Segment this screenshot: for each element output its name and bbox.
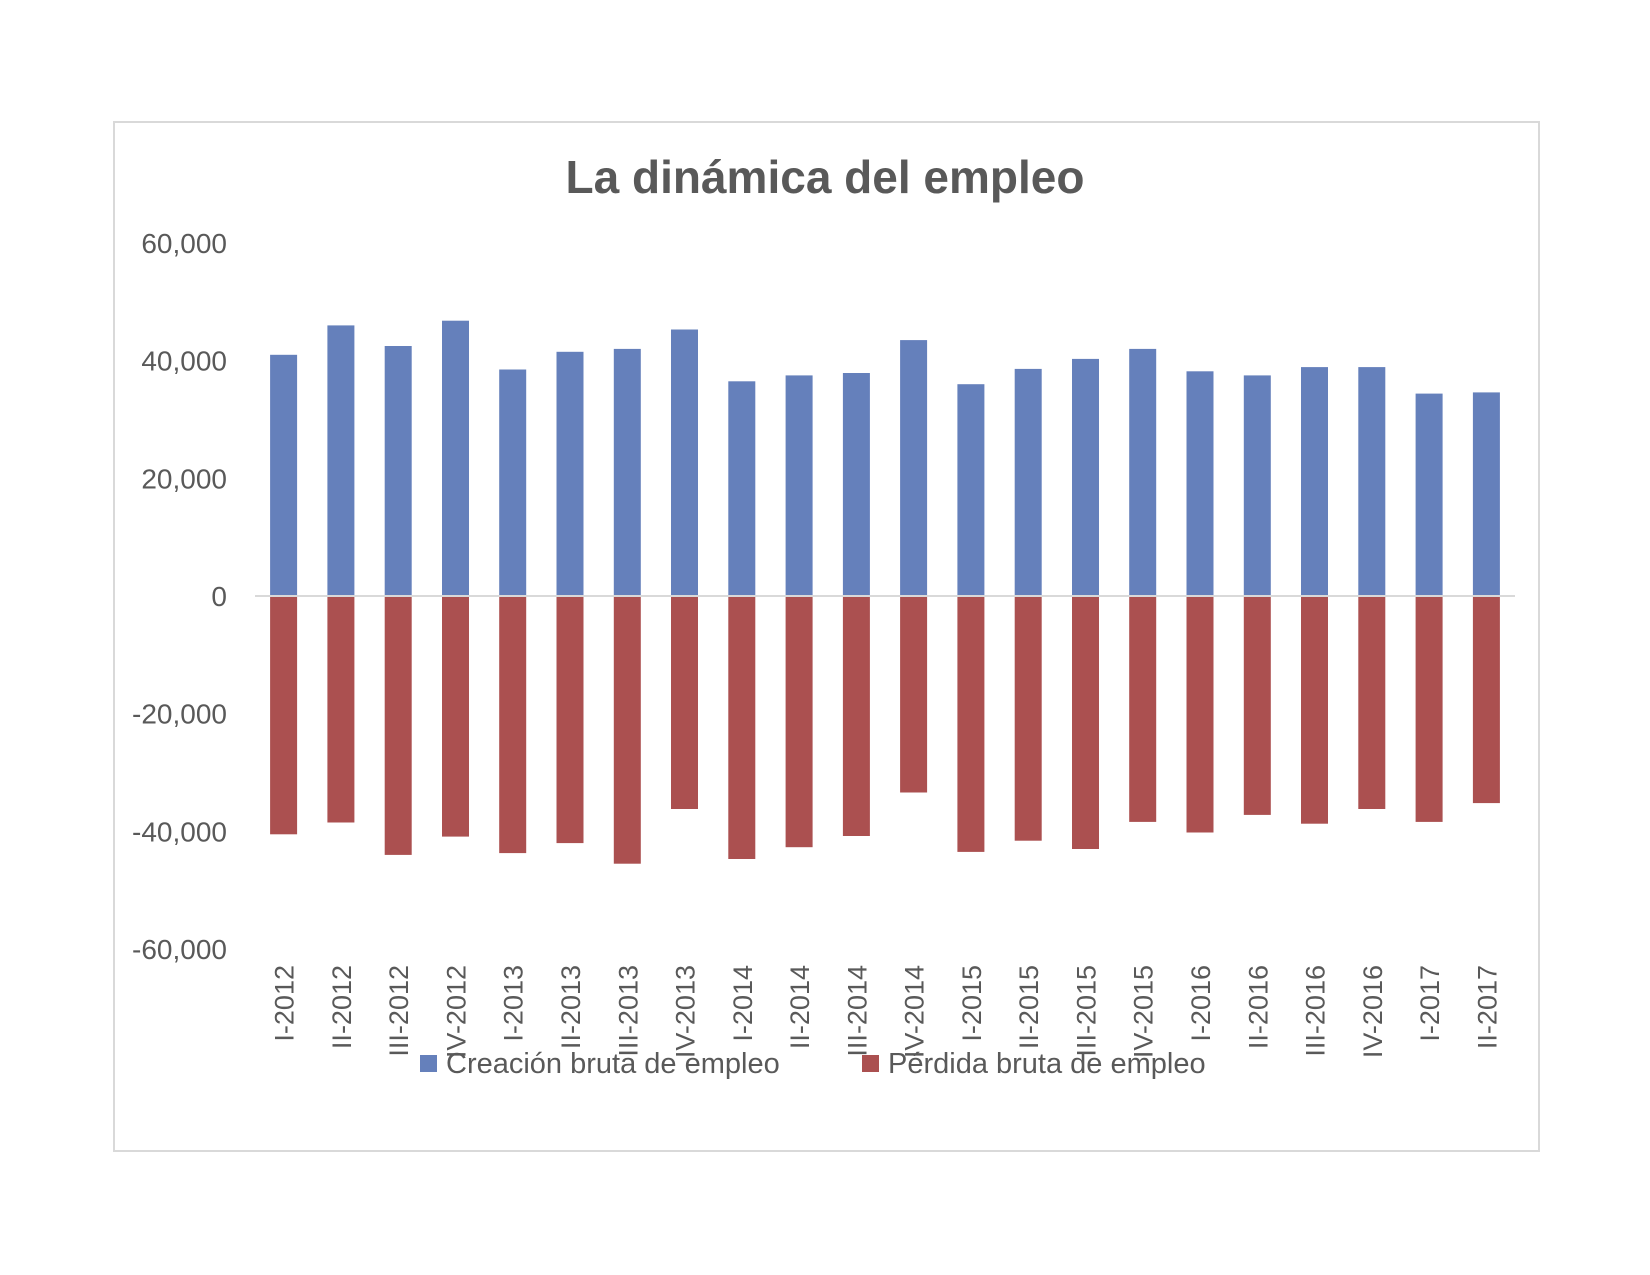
loss-bar: [671, 596, 698, 809]
creation-bar: [556, 351, 584, 596]
creation-bar: [1186, 371, 1214, 596]
x-tick-label: III-2016: [1301, 965, 1331, 1057]
y-tick-label: 20,000: [141, 463, 227, 494]
x-tick-label: III-2013: [613, 965, 643, 1057]
x-tick-label: I-2014: [728, 965, 758, 1042]
creation-bar: [327, 325, 355, 596]
x-tick-label: I-2013: [499, 965, 529, 1042]
creation-bar: [671, 329, 698, 596]
loss-bar: [499, 596, 527, 854]
x-tick-label: IV-2015: [1129, 965, 1159, 1058]
x-tick-label: IV-2013: [671, 965, 701, 1058]
loss-bar: [384, 596, 412, 855]
loss-bar: [556, 596, 584, 844]
chart-title: La dinámica del empleo: [566, 151, 1085, 203]
x-tick-label: III-2012: [384, 965, 414, 1057]
creation-bar: [1472, 392, 1500, 596]
x-tick-label: III-2015: [1071, 965, 1101, 1057]
creation-bar: [1014, 368, 1042, 596]
legend-label: Pérdida bruta de empleo: [888, 1048, 1206, 1080]
y-tick-label: 40,000: [141, 346, 227, 377]
creation-bar: [900, 340, 928, 596]
y-tick-label: 0: [211, 581, 227, 612]
x-tick-label: IV-2014: [900, 965, 930, 1058]
loss-bar: [1415, 596, 1443, 822]
x-axis: I-2012 II-2012 III-2012 IV-2012 I-2013 II-201…: [270, 965, 1503, 1058]
chart-frame: La dinámica del empleo 60,000 40,000 20,00…: [113, 121, 1540, 1152]
loss-bar: [613, 596, 641, 864]
x-tick-label: I-2017: [1415, 965, 1445, 1042]
creation-bar: [442, 320, 469, 596]
creation-bar: [270, 354, 298, 596]
x-tick-label: IV-2012: [441, 965, 471, 1058]
chart-svg: La dinámica del empleo 60,000 40,000 20,00…: [132, 151, 1515, 1080]
loss-bar: [1243, 596, 1271, 815]
loss-bar: [900, 596, 928, 793]
creation-bar: [613, 348, 641, 596]
loss-bar: [1129, 596, 1157, 822]
series-1: [270, 320, 1500, 596]
loss-bar: [270, 596, 298, 835]
creation-bar: [499, 369, 527, 596]
y-tick-label: -40,000: [132, 816, 227, 847]
loss-bar: [442, 596, 469, 837]
x-tick-label: II-2014: [785, 965, 815, 1049]
loss-bar: [785, 596, 813, 848]
x-tick-label: II-2012: [327, 965, 357, 1049]
legend-label: Creación bruta de empleo: [446, 1048, 780, 1080]
y-axis: 60,000 40,000 20,000 0 -20,000 -40,000 -60,000: [132, 228, 227, 965]
y-tick-label: 60,000: [141, 228, 227, 259]
y-tick-label: -20,000: [132, 699, 227, 730]
loss-bar: [1014, 596, 1042, 841]
loss-bar: [957, 596, 985, 852]
loss-bar: [1301, 596, 1328, 824]
x-tick-label: II-2016: [1243, 965, 1273, 1049]
creation-bar: [1129, 348, 1157, 596]
legend-item-1: Creación bruta de empleo: [420, 1048, 780, 1080]
creation-bar: [785, 375, 813, 596]
creation-bar: [1415, 393, 1443, 596]
legend-item-2: Pérdida bruta de empleo: [862, 1048, 1206, 1080]
x-tick-label: I-2015: [957, 965, 987, 1042]
x-tick-label: I-2016: [1186, 965, 1216, 1042]
series-2: [270, 596, 1500, 864]
x-tick-label: I-2012: [270, 965, 300, 1042]
legend-swatch: [420, 1055, 437, 1072]
loss-bar: [728, 596, 756, 859]
creation-bar: [384, 346, 412, 596]
loss-bar: [1358, 596, 1386, 809]
creation-bar: [957, 384, 985, 596]
legend: Creación bruta de empleo Pérdida bruta de…: [420, 1048, 1206, 1080]
y-tick-label: -60,000: [132, 934, 227, 965]
x-tick-label: IV-2016: [1358, 965, 1388, 1058]
loss-bar: [327, 596, 355, 823]
legend-swatch: [862, 1055, 879, 1072]
x-tick-label: II-2017: [1472, 965, 1502, 1049]
x-tick-label: II-2015: [1014, 965, 1044, 1049]
creation-bar: [1072, 358, 1099, 596]
bars-layer: [270, 320, 1500, 864]
creation-bar: [728, 381, 756, 596]
x-tick-label: III-2014: [842, 965, 872, 1057]
creation-bar: [1243, 375, 1271, 596]
loss-bar: [1472, 596, 1500, 804]
creation-bar: [1301, 367, 1328, 596]
loss-bar: [1186, 596, 1214, 833]
loss-bar: [1072, 596, 1099, 849]
x-tick-label: II-2013: [556, 965, 586, 1049]
loss-bar: [842, 596, 870, 836]
creation-bar: [1358, 367, 1386, 596]
creation-bar: [842, 373, 870, 596]
